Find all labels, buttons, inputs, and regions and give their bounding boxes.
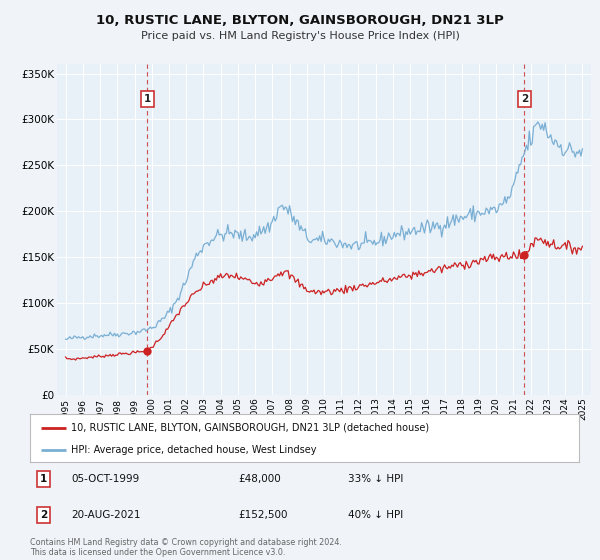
Text: 10, RUSTIC LANE, BLYTON, GAINSBOROUGH, DN21 3LP (detached house): 10, RUSTIC LANE, BLYTON, GAINSBOROUGH, D… bbox=[71, 423, 430, 433]
Text: 33% ↓ HPI: 33% ↓ HPI bbox=[349, 474, 404, 484]
Text: 20-AUG-2021: 20-AUG-2021 bbox=[71, 510, 140, 520]
Text: 2: 2 bbox=[521, 94, 528, 104]
Text: 1: 1 bbox=[144, 94, 151, 104]
Text: 05-OCT-1999: 05-OCT-1999 bbox=[71, 474, 139, 484]
Text: Contains HM Land Registry data © Crown copyright and database right 2024.
This d: Contains HM Land Registry data © Crown c… bbox=[30, 538, 342, 557]
Text: £152,500: £152,500 bbox=[239, 510, 288, 520]
Text: 1: 1 bbox=[40, 474, 47, 484]
Text: 40% ↓ HPI: 40% ↓ HPI bbox=[349, 510, 404, 520]
Text: Price paid vs. HM Land Registry's House Price Index (HPI): Price paid vs. HM Land Registry's House … bbox=[140, 31, 460, 41]
Text: 10, RUSTIC LANE, BLYTON, GAINSBOROUGH, DN21 3LP: 10, RUSTIC LANE, BLYTON, GAINSBOROUGH, D… bbox=[96, 14, 504, 27]
Text: 2: 2 bbox=[40, 510, 47, 520]
Text: £48,000: £48,000 bbox=[239, 474, 281, 484]
Text: HPI: Average price, detached house, West Lindsey: HPI: Average price, detached house, West… bbox=[71, 445, 317, 455]
